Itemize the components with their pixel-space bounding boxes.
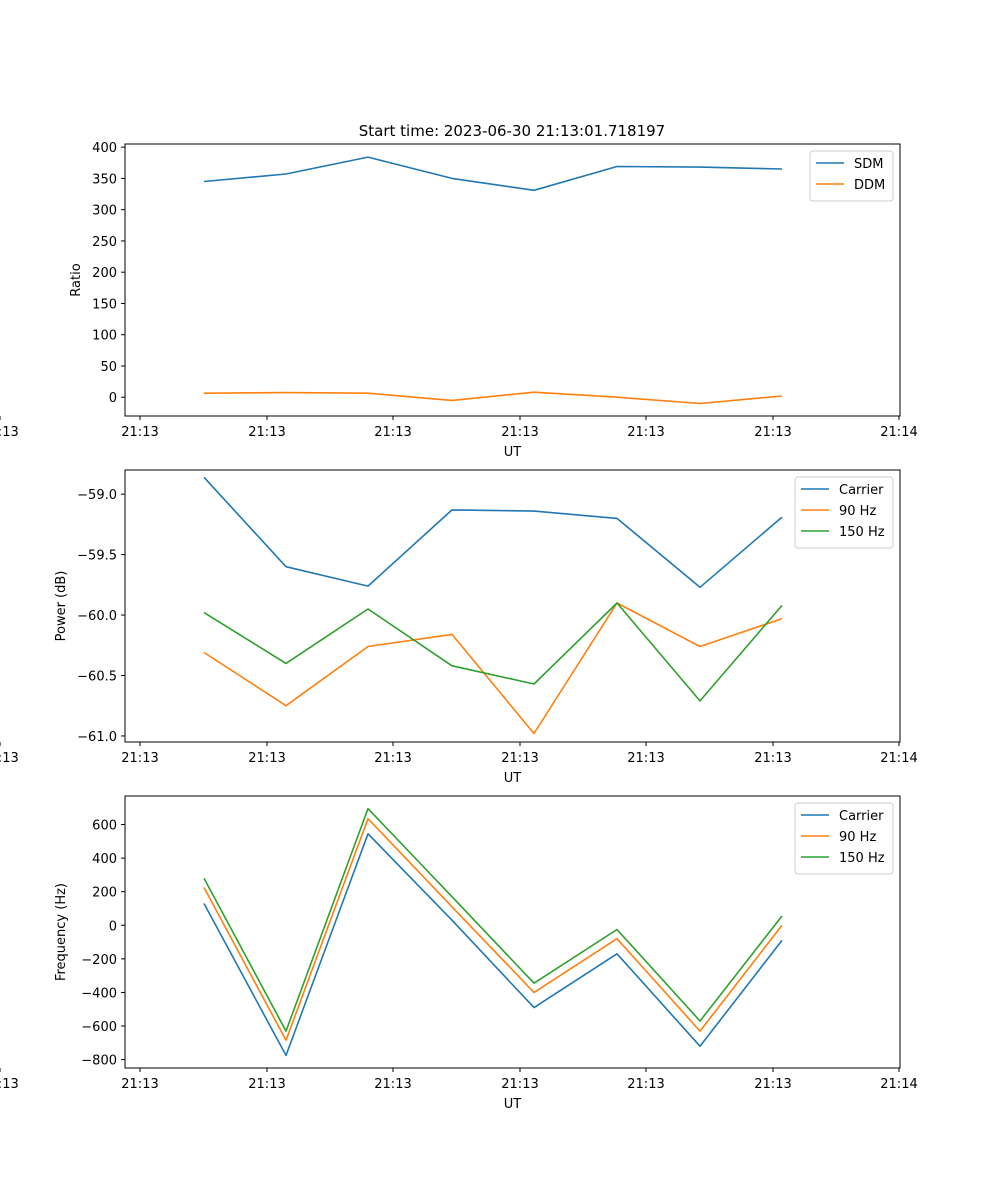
y-tick-label: −400 bbox=[81, 986, 117, 1001]
x-tick-label: 21:13 bbox=[501, 1077, 538, 1092]
legend-label: SDM bbox=[854, 157, 883, 172]
y-tick-label: 0 bbox=[109, 391, 117, 406]
legend: Carrier 90 Hz 150 Hz bbox=[794, 476, 894, 549]
y-tick-label: −200 bbox=[81, 953, 117, 968]
x-axis-label: UT bbox=[504, 445, 522, 460]
series-line-carrier bbox=[203, 832, 783, 1057]
x-tick-label: 21:13 bbox=[374, 425, 411, 440]
chart-panel-3: 21:13 21:13 21:13 21:13 21:13 21:13 21:13 21:14… bbox=[0, 795, 918, 1112]
x-tick-label: 21:13 bbox=[754, 751, 791, 766]
y-tick-label: −60.0 bbox=[77, 609, 117, 624]
y-tick-label: 100 bbox=[92, 329, 117, 344]
x-tick-label: 21:13 bbox=[248, 1077, 285, 1092]
y-tick-label: −600 bbox=[81, 1020, 117, 1035]
y-tick-label: 0 bbox=[109, 919, 117, 934]
x-tick-label: 21:13 bbox=[121, 751, 158, 766]
x-tick-label: 21:13 bbox=[121, 1077, 158, 1092]
y-tick-label: 200 bbox=[92, 886, 117, 901]
series-line-carrier bbox=[203, 476, 783, 589]
y-tick-label: −59.0 bbox=[77, 488, 117, 503]
y-tick-label: 400 bbox=[92, 141, 117, 156]
axes-frame bbox=[124, 469, 901, 743]
legend-label: Carrier bbox=[839, 483, 884, 498]
x-axis-label: UT bbox=[504, 771, 522, 786]
series-line-150-hz bbox=[203, 602, 783, 702]
legend: SDM DDM bbox=[809, 150, 894, 202]
series-line-90-hz bbox=[203, 602, 783, 735]
y-tick-label: 350 bbox=[92, 172, 117, 187]
y-tick-label: −61.0 bbox=[77, 730, 117, 745]
y-tick-label: −60.5 bbox=[77, 670, 117, 685]
y-axis-label: Frequency (Hz) bbox=[54, 883, 69, 981]
y-tick-label: 200 bbox=[92, 266, 117, 281]
x-tick-label: 21:13 bbox=[501, 425, 538, 440]
x-tick-label: 21:13 bbox=[0, 1077, 19, 1092]
x-tick-label: 21:13 bbox=[374, 1077, 411, 1092]
y-axis-label: Ratio bbox=[69, 263, 84, 296]
x-tick-label: 21:13 bbox=[248, 425, 285, 440]
x-tick-label: 21:13 bbox=[627, 751, 664, 766]
y-tick-label: −800 bbox=[81, 1054, 117, 1069]
y-tick-label: 50 bbox=[100, 360, 117, 375]
series-line-ddm bbox=[203, 391, 783, 405]
x-tick-label: 21:13 bbox=[248, 751, 285, 766]
y-tick-label: 250 bbox=[92, 235, 117, 250]
legend-label: 150 Hz bbox=[839, 851, 885, 866]
x-tick-label: 21:13 bbox=[501, 751, 538, 766]
axes-frame bbox=[124, 143, 901, 417]
series-line-150-hz bbox=[203, 807, 783, 1032]
axes-frame bbox=[124, 795, 901, 1069]
x-tick-label: 21:14 bbox=[880, 751, 917, 766]
y-tick-label: 600 bbox=[92, 819, 117, 834]
y-axis-label: Power (dB) bbox=[54, 571, 69, 642]
x-tick-label: 21:13 bbox=[0, 425, 19, 440]
figure-title: Start time: 2023-06-30 21:13:01.718197 bbox=[359, 122, 665, 140]
legend-label: 90 Hz bbox=[839, 504, 876, 519]
legend-label: DDM bbox=[854, 178, 885, 193]
x-tick-label: 21:13 bbox=[627, 1077, 664, 1092]
y-tick-label: 400 bbox=[92, 852, 117, 867]
x-tick-label: 21:14 bbox=[880, 1077, 917, 1092]
chart-panel-2: 21:13 21:13 21:13 21:13 21:13 21:13 21:13 21:14… bbox=[0, 469, 918, 786]
x-tick-label: 21:13 bbox=[754, 1077, 791, 1092]
y-tick-label: 300 bbox=[92, 204, 117, 219]
legend: Carrier 90 Hz 150 Hz bbox=[794, 802, 894, 875]
x-tick-label: 21:14 bbox=[880, 425, 917, 440]
legend-label: Carrier bbox=[839, 809, 884, 824]
x-tick-label: 21:13 bbox=[121, 425, 158, 440]
chart-panel-1: 21:13 21:13 21:13 21:13 21:13 21:13 21:13 21:14… bbox=[0, 141, 918, 460]
y-tick-label: −59.5 bbox=[77, 549, 117, 564]
x-tick-label: 21:13 bbox=[0, 751, 19, 766]
legend-label: 150 Hz bbox=[839, 525, 885, 540]
panels: 21:13 21:13 21:13 21:13 21:13 21:13 21:13 21:14… bbox=[0, 141, 918, 1112]
series-line-sdm bbox=[203, 156, 783, 192]
y-tick-label: 150 bbox=[92, 297, 117, 312]
legend-label: 90 Hz bbox=[839, 830, 876, 845]
x-tick-label: 21:13 bbox=[754, 425, 791, 440]
x-tick-label: 21:13 bbox=[374, 751, 411, 766]
series-line-90-hz bbox=[203, 817, 783, 1042]
x-axis-label: UT bbox=[504, 1097, 522, 1112]
x-tick-label: 21:13 bbox=[627, 425, 664, 440]
